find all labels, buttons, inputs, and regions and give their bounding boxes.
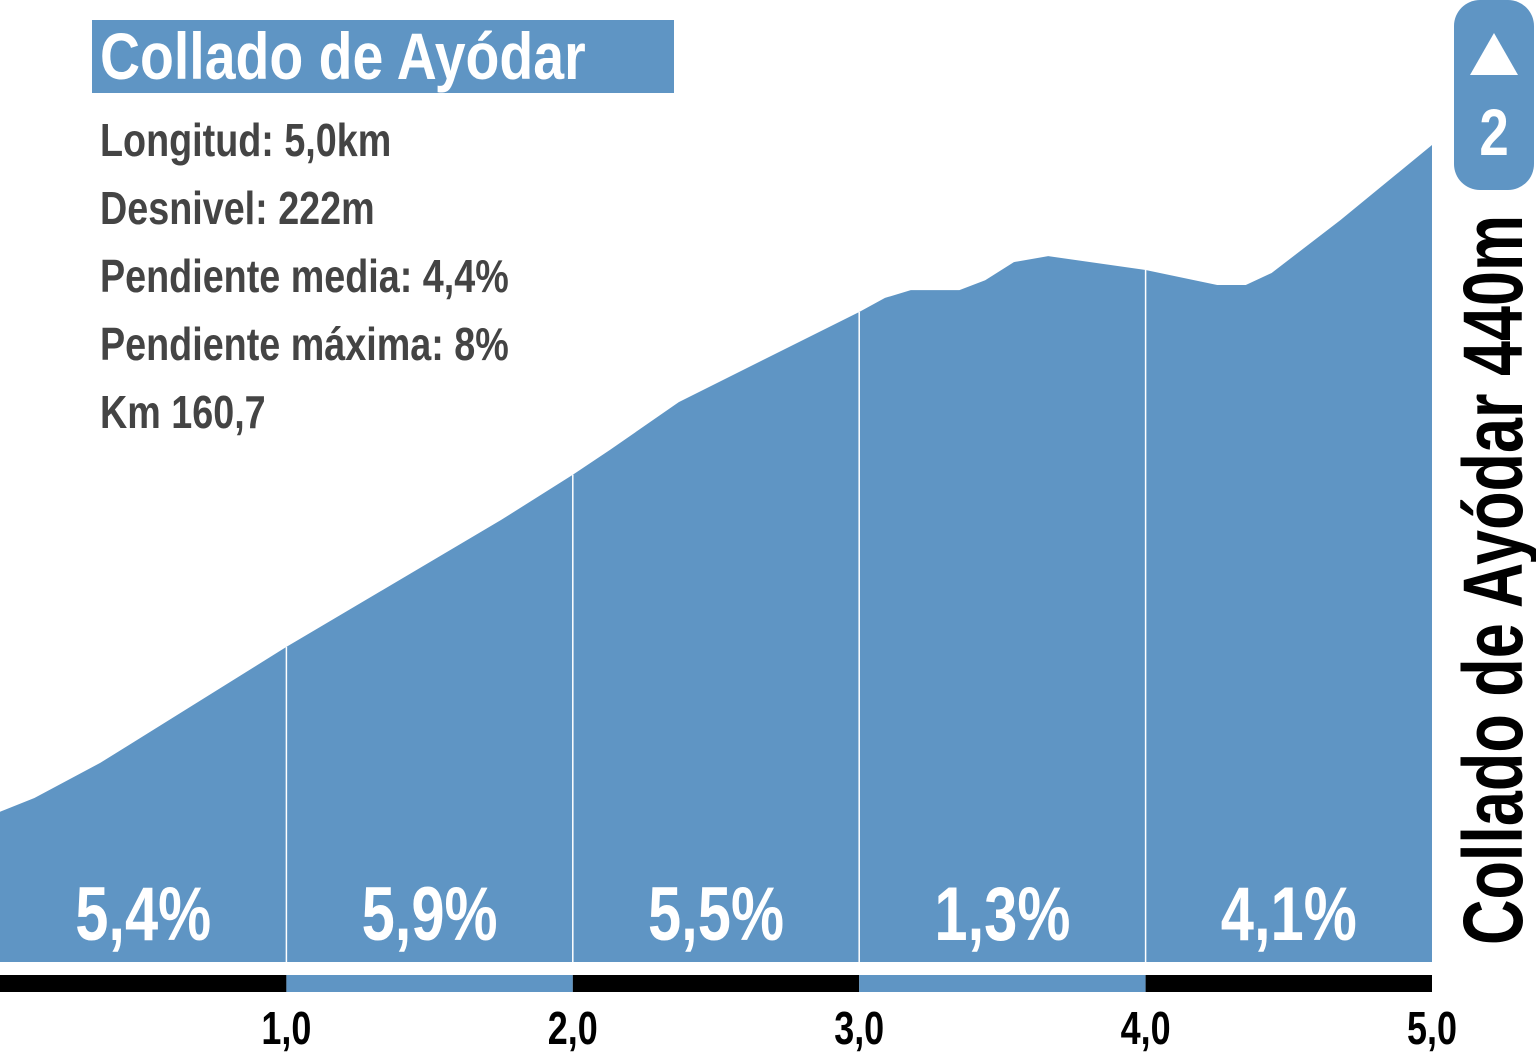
distance-bar-segment	[0, 975, 287, 992]
title-background	[92, 20, 674, 93]
summit-label: Collado de Ayódar 440m	[1446, 215, 1536, 945]
x-tick-label: 2,0	[548, 1002, 598, 1053]
info-length: Longitud: 5,0km	[100, 114, 392, 166]
x-tick-label: 1,0	[261, 1002, 311, 1053]
climb-info: Longitud: 5,0km Desnivel: 222m Pendiente…	[100, 106, 509, 446]
category-number: 2	[1479, 95, 1509, 169]
distance-bar-segment	[286, 975, 573, 992]
x-tick-label: 4,0	[1121, 1002, 1171, 1053]
x-tick-label: 3,0	[834, 1002, 884, 1053]
info-km: Km 160,7	[100, 386, 266, 438]
gradient-label: 5,4%	[75, 872, 211, 957]
gradient-label: 5,9%	[362, 872, 498, 957]
gradient-label: 1,3%	[934, 872, 1070, 957]
distance-bar-segment	[859, 975, 1146, 992]
chart-title: Collado de Ayódar	[100, 19, 586, 93]
distance-bar-segment	[572, 975, 860, 992]
info-avg-gradient: Pendiente media: 4,4%	[100, 250, 509, 302]
gradient-label: 5,5%	[648, 872, 784, 957]
mountain-triangle-icon	[1470, 33, 1518, 75]
distance-bar-segment	[1145, 975, 1432, 992]
info-elevation-gain: Desnivel: 222m	[100, 182, 375, 234]
x-tick-label: 5,0	[1407, 1002, 1457, 1053]
info-max-gradient: Pendiente máxima: 8%	[100, 318, 509, 370]
category-badge: 2	[1454, 0, 1534, 190]
elevation-area	[0, 145, 1432, 962]
gradient-label: 4,1%	[1221, 872, 1357, 957]
